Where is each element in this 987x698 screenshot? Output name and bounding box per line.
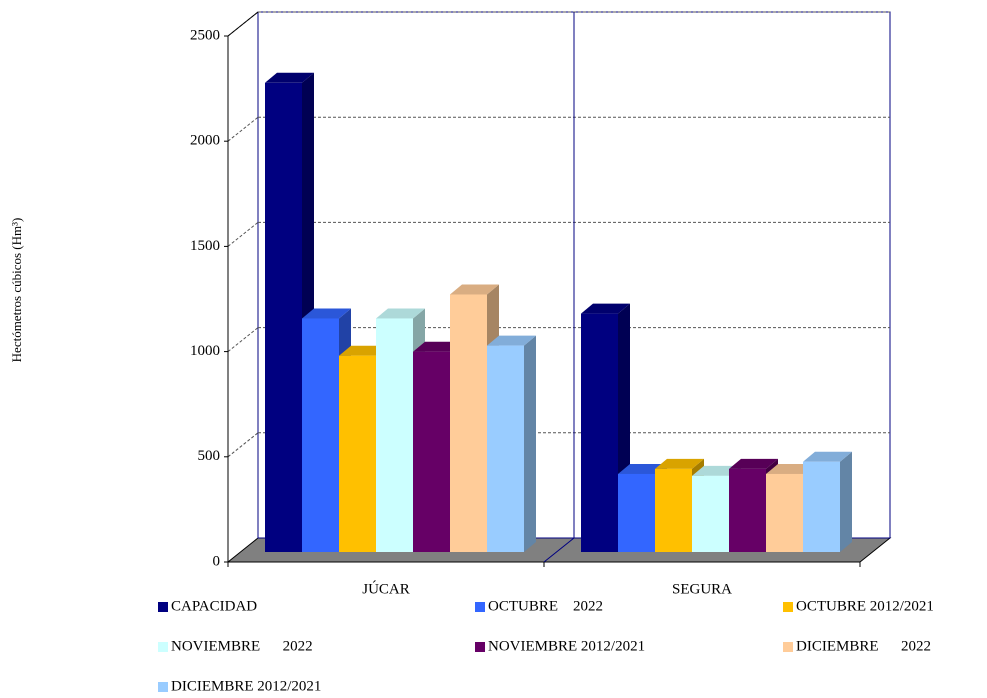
bar-top <box>376 308 425 319</box>
grid-line-side <box>227 432 259 458</box>
y-tick-label: 2000 <box>190 133 220 149</box>
bar-top <box>450 284 499 295</box>
legend-label: OCTUBRE 2022 <box>488 598 603 614</box>
bar <box>376 318 413 552</box>
legend-label: CAPACIDAD <box>171 598 257 614</box>
legend-swatch <box>158 602 168 612</box>
grid-line-side <box>227 327 259 352</box>
legend-swatch <box>475 602 485 612</box>
bar <box>581 313 618 552</box>
legend-label: DICIEMBRE 2022 <box>796 638 931 654</box>
bar-top <box>766 463 815 474</box>
bar-top <box>729 458 778 469</box>
legend-label: OCTUBRE 2012/2021 <box>796 598 934 614</box>
y-axis-label: Hectómetros cúbicos (Hm³) <box>9 218 24 363</box>
legend-swatch <box>158 682 168 692</box>
bar-top <box>618 463 667 474</box>
x-tick-label: JÚCAR <box>362 580 410 597</box>
bar <box>413 351 450 552</box>
bar-top <box>692 465 741 476</box>
bar <box>487 345 524 552</box>
bar <box>339 355 376 552</box>
bar <box>302 318 339 552</box>
bar <box>729 468 766 552</box>
legend-swatch <box>783 602 793 612</box>
y-tick-label: 1000 <box>190 343 220 359</box>
y-tick-label: 2500 <box>190 27 220 43</box>
x-tick-label: SEGURA <box>672 581 732 597</box>
legend-swatch <box>475 642 485 652</box>
side-edge <box>227 11 259 37</box>
bar <box>655 468 692 552</box>
bar <box>450 294 487 552</box>
bar-side <box>524 335 536 552</box>
bar <box>803 461 840 552</box>
y-tick-label: 1500 <box>190 238 220 254</box>
grid-line-side <box>227 222 259 247</box>
category-divider <box>543 537 575 563</box>
y-tick-label: 0 <box>213 553 221 569</box>
bar-top <box>339 345 388 356</box>
legend-label: NOVIEMBRE 2022 <box>171 638 313 654</box>
legend-label: DICIEMBRE 2012/2021 <box>171 678 321 694</box>
grid-line-side <box>227 116 259 142</box>
bar-top <box>581 303 630 314</box>
bar <box>618 473 655 552</box>
bar <box>265 82 302 553</box>
y-tick-label: 500 <box>198 448 221 464</box>
bar-top <box>265 72 314 83</box>
bar-top <box>487 335 536 346</box>
legend-label: NOVIEMBRE 2012/2021 <box>488 638 645 654</box>
bar-top <box>655 458 704 469</box>
legend-swatch <box>783 642 793 652</box>
bar-top <box>413 341 462 352</box>
legend-swatch <box>158 642 168 652</box>
bar-side <box>840 451 852 552</box>
bar-top <box>302 308 351 319</box>
bar <box>766 473 803 552</box>
bar-top <box>803 451 852 462</box>
bar <box>692 475 729 552</box>
